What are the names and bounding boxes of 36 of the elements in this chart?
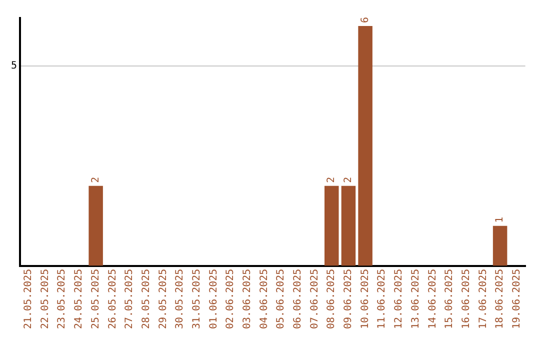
x-tick-label: 18.06.2025	[494, 268, 506, 330]
x-tick-label: 03.06.2025	[242, 268, 253, 330]
data-label: 6	[360, 16, 371, 23]
x-tick-label: 19.06.2025	[511, 268, 522, 330]
x-tick-label: 26.05.2025	[107, 268, 118, 330]
data-label: 2	[90, 176, 102, 183]
x-tick-label: 30.05.2025	[174, 268, 186, 330]
x-tick-label: 23.05.2025	[56, 268, 68, 330]
x-tick-label: 22.05.2025	[40, 268, 51, 330]
x-tick-label: 24.05.2025	[74, 268, 85, 330]
x-tick-label: 15.06.2025	[444, 268, 456, 330]
x-tick-label: 21.05.2025	[23, 268, 34, 330]
x-tick-label: 11.06.2025	[376, 268, 388, 330]
x-tick-label: 16.06.2025	[460, 268, 472, 330]
y-tick-label: 5	[10, 60, 18, 72]
data-label: 1	[494, 216, 506, 223]
x-tick-label: 01.06.2025	[208, 268, 220, 330]
x-tick-label: 13.06.2025	[410, 268, 422, 330]
data-label: 2	[343, 176, 354, 183]
x-tick-label: 29.05.2025	[158, 268, 169, 330]
x-tick-label: 10.06.2025	[360, 268, 371, 330]
x-tick-label: 28.05.2025	[140, 268, 152, 330]
x-tick-label: 04.06.2025	[258, 268, 270, 330]
x-tick-label: 31.05.2025	[191, 268, 202, 330]
x-tick-label: 07.06.2025	[309, 268, 320, 330]
x-tick-label: 12.06.2025	[394, 268, 405, 330]
x-tick-label: 17.06.2025	[478, 268, 489, 330]
x-tick-label: 25.05.2025	[90, 268, 102, 330]
x-tick-label: 27.05.2025	[124, 268, 136, 330]
x-tick-label: 06.06.2025	[292, 268, 304, 330]
data-label: 2	[326, 176, 338, 183]
x-tick-label: 09.06.2025	[343, 268, 354, 330]
x-tick-label: 08.06.2025	[326, 268, 338, 330]
x-tick-label: 05.06.2025	[276, 268, 287, 330]
x-tick-label: 02.06.2025	[225, 268, 236, 330]
x-tick-label: 14.06.2025	[427, 268, 438, 330]
